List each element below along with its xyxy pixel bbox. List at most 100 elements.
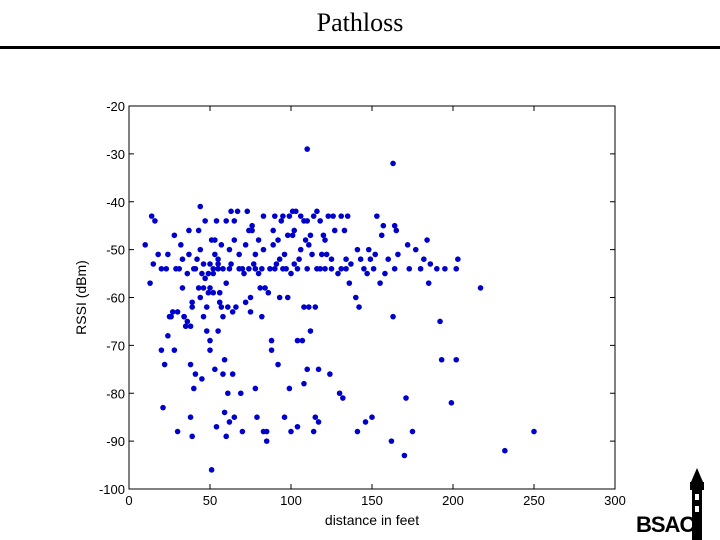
x-axis-label: distance in feet [325,512,419,528]
x-tick-label: 300 [604,493,626,508]
data-point [374,213,380,219]
data-point [293,208,299,215]
y-tick-label: -40 [106,195,125,210]
data-point [231,237,238,243]
data-point [215,256,221,263]
data-point [273,261,280,267]
data-point [207,347,213,353]
data-point [281,414,288,420]
data-point [168,313,174,320]
data-point [263,438,270,444]
data-point [244,208,251,215]
data-point [312,414,319,420]
y-axis: -20 -30 -40 -50 -60 -70 -80 -90 -100 [99,99,615,497]
data-point [320,232,327,239]
data-point [165,333,171,339]
data-point [152,218,158,224]
data-point [182,323,189,330]
data-point [278,218,285,224]
data-point [297,213,304,219]
data-point [247,294,254,301]
data-point [438,356,445,363]
data-point [338,213,345,219]
data-point [291,227,298,234]
data-point [192,265,199,272]
data-point [317,265,323,272]
title-divider [0,46,720,49]
data-point [186,227,192,234]
data-point [215,265,221,272]
y-tick-label: -90 [106,434,125,449]
data-point [304,265,311,272]
data-point [252,385,259,392]
data-point [161,361,168,368]
data-point [202,275,208,282]
data-point [163,265,170,272]
data-point [187,323,194,330]
data-point [184,318,191,325]
data-point [178,242,184,248]
data-point [327,371,333,377]
data-point [249,227,255,234]
data-point [390,313,396,320]
data-point [322,265,328,272]
data-point [270,242,276,248]
data-point [208,467,215,473]
data-point [401,452,408,459]
data-point [226,246,233,253]
data-point [265,289,272,296]
data-point [223,218,229,224]
data-point [247,309,254,315]
data-point [268,337,275,344]
data-point [301,380,307,387]
data-point [189,304,195,310]
data-point [307,232,314,239]
data-point [200,313,207,320]
data-point [218,304,225,310]
data-point [255,270,262,277]
data-point [276,256,283,263]
data-point [259,313,265,320]
data-point [155,251,161,258]
data-point [367,256,374,263]
data-point [272,265,278,272]
data-point [236,251,242,258]
data-point [200,261,207,267]
data-point [229,309,236,315]
data-point [216,299,223,306]
data-point [307,328,314,334]
data-point [203,304,210,310]
data-point [377,280,383,286]
data-point [233,304,239,310]
data-point [335,270,341,277]
data-point [221,356,228,363]
data-point [328,256,335,263]
data-point [297,246,304,253]
data-point [315,366,322,373]
data-point [318,251,325,258]
data-point [356,304,362,310]
data-point [294,265,301,272]
data-point [181,313,187,320]
data-point [281,251,288,258]
data-point [205,270,212,277]
data-point [477,285,484,291]
data-point [207,261,213,267]
data-point [249,222,255,229]
data-point [197,203,204,210]
data-point [255,237,262,243]
data-point [409,428,416,435]
data-point [228,208,234,215]
data-point [382,270,388,277]
data-point [341,227,348,234]
data-point [212,251,218,258]
data-point [442,265,448,272]
data-point [160,404,166,411]
data-point [199,270,205,277]
data-point [218,242,225,248]
data-point [304,366,311,373]
data-point [365,246,372,253]
data-point [250,261,257,267]
data-point [158,347,165,353]
